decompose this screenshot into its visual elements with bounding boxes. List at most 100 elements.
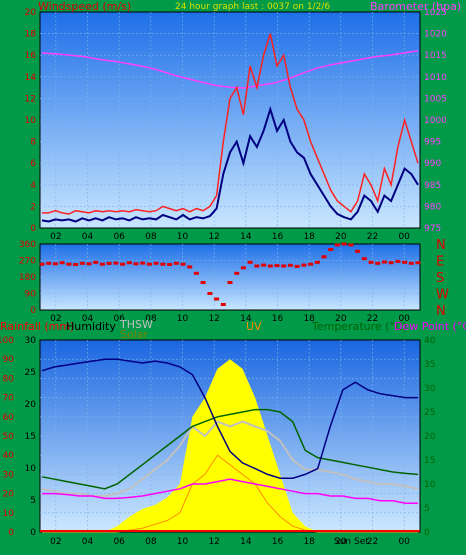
direction-point [355, 249, 361, 253]
temp-xtick-label: 16 [272, 537, 284, 547]
direction-point [415, 261, 421, 265]
direction-point [180, 262, 186, 266]
wind-xtick-label: 20 [335, 232, 347, 242]
dewpoint-label: Dew Point (°C) [394, 320, 466, 333]
direction-point [153, 261, 159, 265]
direction-point [113, 261, 119, 265]
direction-point [99, 262, 105, 266]
direction-point [281, 264, 287, 268]
wind-xtick-label: 14 [240, 232, 252, 242]
direction-point [59, 261, 65, 265]
temp-xtick-label: 06 [113, 537, 125, 547]
direction-point [160, 262, 166, 266]
wind-avg-line [41, 105, 419, 223]
direction-point [220, 303, 226, 306]
direction-point [408, 261, 414, 265]
dir-xtick-label: 16 [272, 314, 284, 324]
dewpoint-line [42, 478, 418, 504]
wind-ytick-label: 10 [25, 116, 37, 126]
compass-label: E [436, 255, 444, 270]
rain-ytick-label: 15 [25, 432, 36, 442]
humidity-ytick-label: 60 [3, 413, 15, 423]
direction-point [247, 260, 253, 264]
direction-point [73, 263, 79, 266]
wind-ytick-label: 16 [25, 51, 37, 61]
dir-ytick-label: 360 [19, 240, 36, 250]
direction-point [395, 259, 401, 263]
barometer-axis-label: Barometer (hpa) [370, 0, 461, 13]
humidity-ytick-label: 20 [3, 490, 15, 500]
direction-point [402, 260, 408, 264]
wind-ytick-label: 12 [25, 94, 36, 104]
dir-xtick-label: 08 [145, 314, 157, 324]
direction-point [375, 261, 381, 265]
wind-ytick-label: 14 [25, 73, 37, 83]
compass-label: S [436, 271, 444, 286]
temp-xtick-label: 20 [335, 537, 347, 547]
temp-xtick-label: 18 [303, 537, 315, 547]
dir-xtick-label: 18 [303, 314, 315, 324]
baro-ytick-label: 1005 [424, 94, 447, 104]
rain-ytick-label: 25 [25, 368, 36, 378]
rain-ytick-label: 30 [25, 336, 37, 346]
temp-xtick-label: 08 [145, 537, 157, 547]
thsw-line [41, 420, 419, 497]
wind-xtick-label: 00 [398, 232, 410, 242]
temperature-line [41, 408, 419, 490]
uv-label: UV [246, 320, 262, 333]
baro-ytick-label: 1000 [424, 116, 447, 126]
wind-xtick-label: 04 [82, 232, 94, 242]
chart-title: 24 hour graph last : 0037 on 1/2/6 [175, 2, 330, 12]
dir-ytick-label: 270 [19, 257, 36, 267]
barometer-line [41, 50, 419, 89]
direction-point [267, 264, 273, 268]
direction-point [39, 262, 45, 266]
humidity-ytick-label: 10 [3, 509, 15, 519]
dir-xtick-label: 02 [50, 314, 61, 324]
direction-point [86, 262, 92, 266]
wind-ytick-label: 18 [25, 30, 37, 40]
temp-xtick-label: 12 [208, 537, 219, 547]
wind-xtick-label: 16 [272, 232, 284, 242]
direction-point [227, 281, 233, 284]
direction-point [140, 261, 146, 265]
humidity-ytick-label: 70 [3, 394, 15, 404]
direction-point [368, 260, 374, 264]
dir-xtick-label: 10 [177, 314, 189, 324]
temp-ytick-label: 15 [424, 456, 435, 466]
wind-ytick-label: 6 [30, 159, 36, 169]
direction-point [146, 262, 152, 266]
humidity-ytick-label: 0 [8, 528, 14, 538]
temp-ytick-label: 0 [424, 528, 430, 538]
direction-point [173, 261, 179, 265]
humidity-ytick-label: 80 [3, 374, 15, 384]
direction-point [93, 260, 99, 264]
direction-point [334, 243, 340, 247]
wind-xtick-label: 18 [303, 232, 315, 242]
direction-point [46, 261, 52, 265]
direction-point [328, 248, 334, 251]
wind-xtick-label: 12 [208, 232, 219, 242]
solar-area [42, 359, 418, 532]
temp-ytick-label: 5 [424, 504, 430, 514]
temp-ytick-label: 10 [424, 480, 436, 490]
baro-ytick-label: 1015 [424, 51, 447, 61]
direction-point [120, 262, 126, 266]
temperature-label: Temperature (°C) [311, 320, 407, 333]
direction-point [187, 265, 193, 269]
humidity-ytick-label: 50 [3, 432, 15, 442]
temp-ytick-label: 25 [424, 408, 435, 418]
direction-point [106, 261, 112, 265]
dir-xtick-label: 14 [240, 314, 252, 324]
dir-xtick-label: 06 [113, 314, 125, 324]
baro-ytick-label: 985 [424, 181, 441, 191]
wind-xtick-label: 02 [50, 232, 61, 242]
rain-ytick-label: 20 [25, 400, 37, 410]
compass-label: N [436, 304, 446, 319]
temp-ytick-label: 40 [424, 336, 436, 346]
direction-point [214, 297, 220, 301]
wind-xtick-label: 22 [367, 232, 378, 242]
direction-point [308, 262, 314, 266]
humidity-ytick-label: 100 [0, 336, 14, 346]
